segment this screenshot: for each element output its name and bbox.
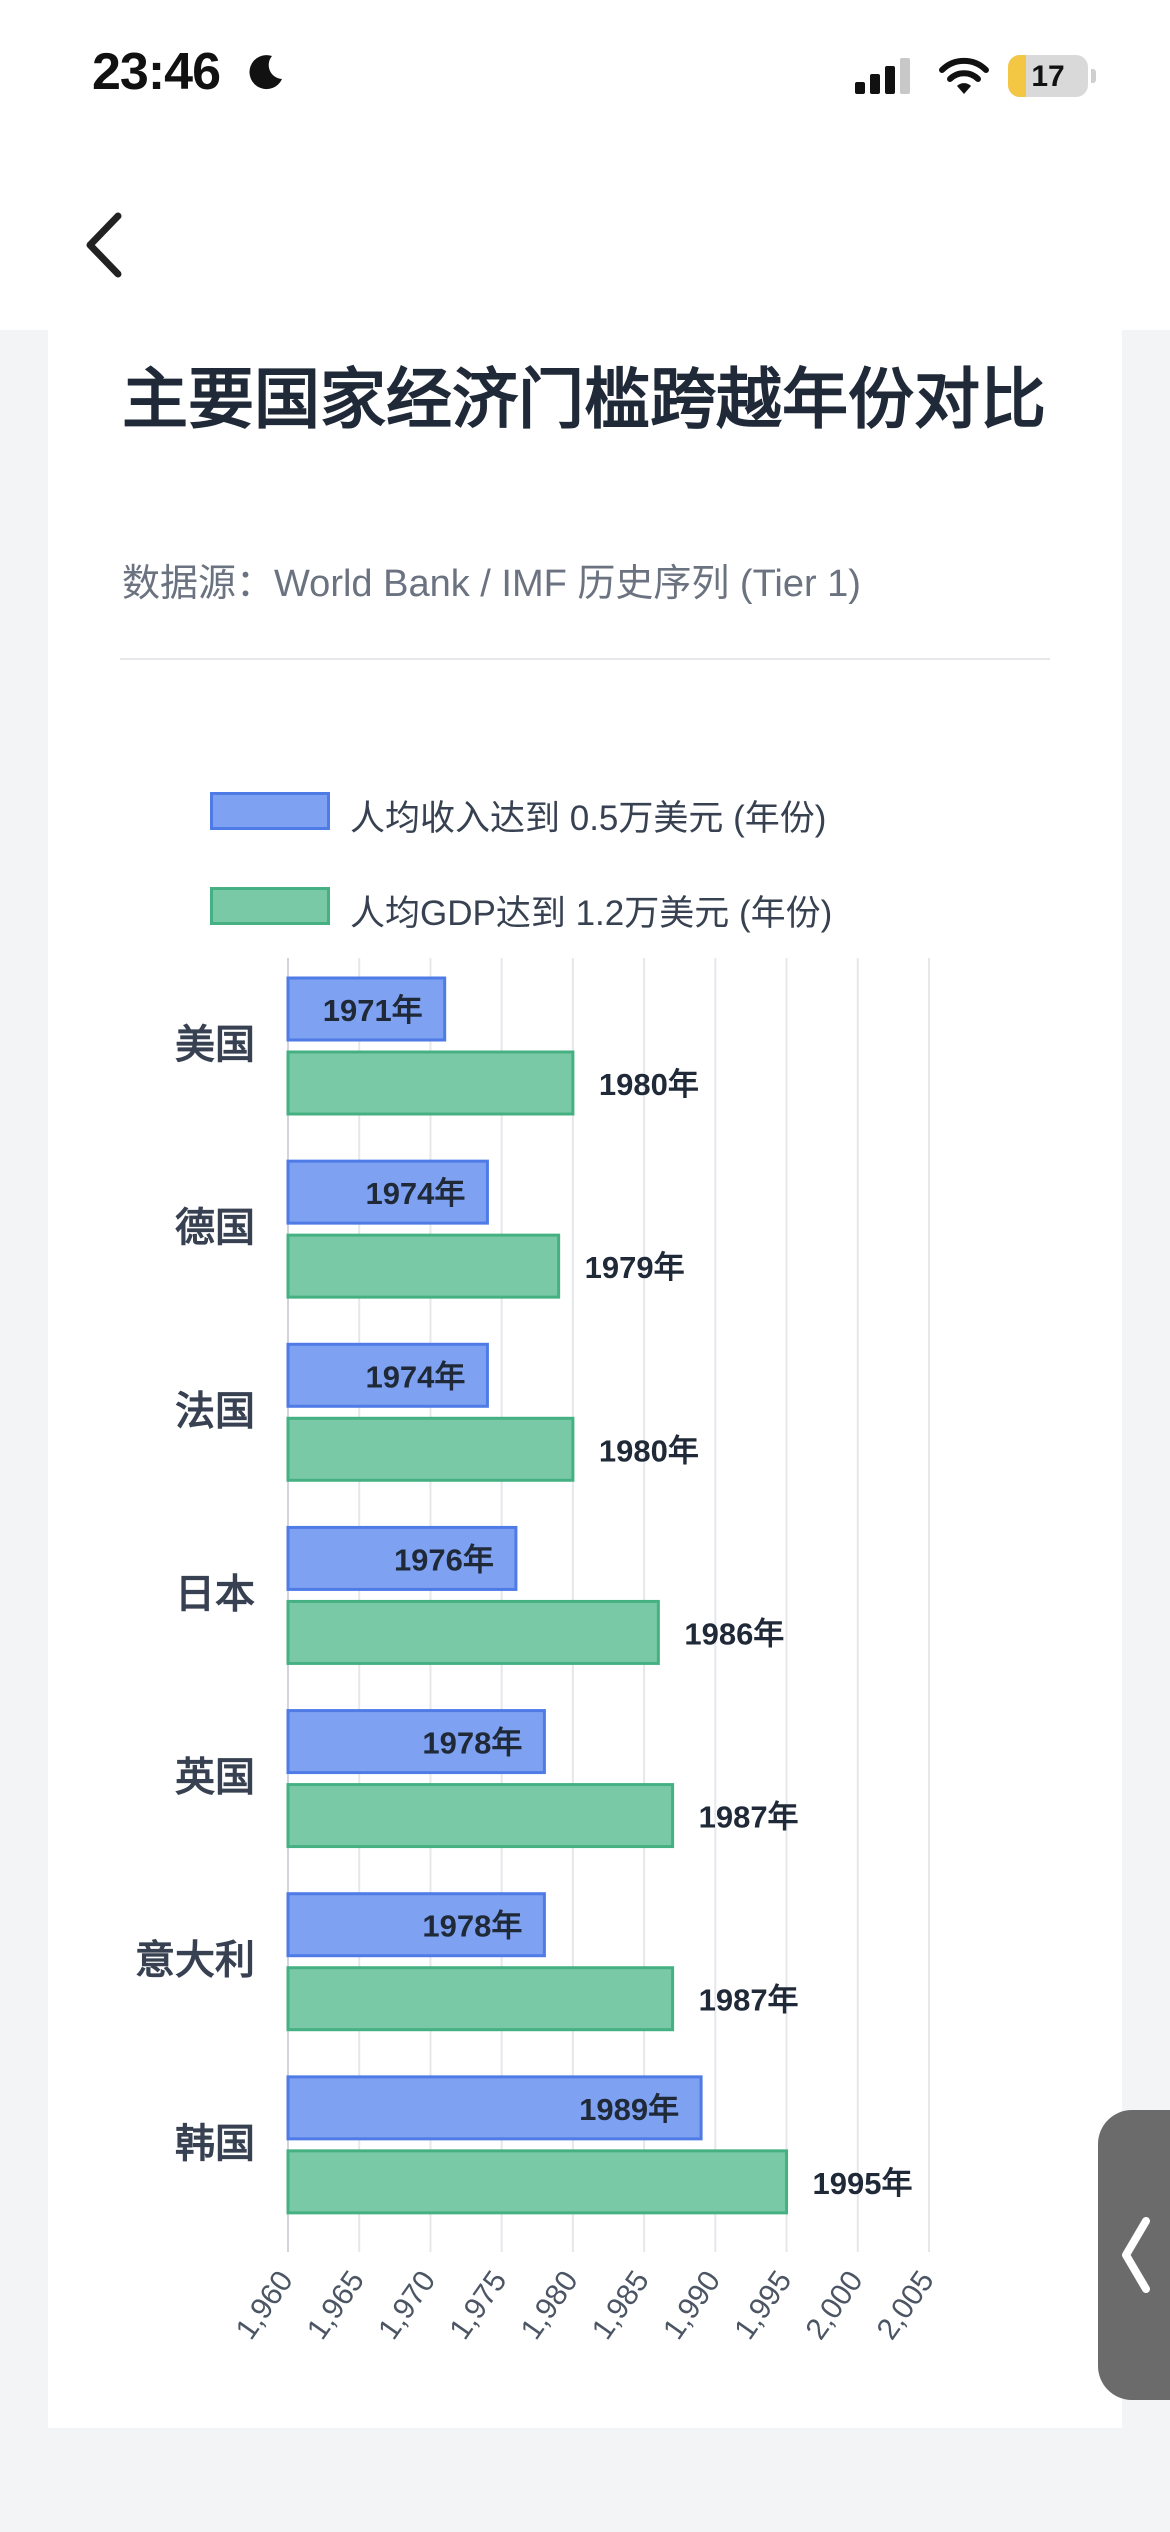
x-tick-label: 1,985 <box>586 2265 656 2345</box>
bar-series1 <box>286 1342 489 1408</box>
bar-series2 <box>286 2149 789 2215</box>
category-label: 英国 <box>175 1756 255 1800</box>
x-tick-label: 1,990 <box>657 2265 727 2345</box>
wifi-icon <box>939 57 989 94</box>
bar-value-label-series1: 1974年 <box>365 1359 465 1394</box>
x-tick-label: 1,995 <box>728 2265 798 2345</box>
bar-series1 <box>286 1159 489 1225</box>
bar-series1 <box>286 2075 703 2141</box>
bar-value-label-series1: 1978年 <box>422 1726 522 1761</box>
category-label: 法国 <box>175 1389 255 1433</box>
bar-value-label-series2: 1987年 <box>699 1983 799 2018</box>
bar-value-label-series2: 1980年 <box>599 1067 699 1102</box>
bar-value-label-series1: 1978年 <box>422 1909 522 1944</box>
x-tick-label: 1,960 <box>230 2265 300 2345</box>
bar-series1 <box>286 976 447 1042</box>
legend-label-series1: 人均收入达到 0.5万美元 (年份) <box>350 799 827 838</box>
bar-series1 <box>286 1892 546 1958</box>
battery-level: 17 <box>1031 60 1065 93</box>
bar-value-label-series2: 1979年 <box>585 1250 685 1285</box>
side-chevron-icon <box>1122 2217 1150 2293</box>
bar-series2 <box>286 1233 561 1299</box>
legend-label-series2: 人均GDP达到 1.2万美元 (年份) <box>350 894 833 933</box>
bar-value-label-series1: 1976年 <box>394 1542 494 1577</box>
x-tick-label: 1,965 <box>301 2265 371 2345</box>
battery-icon: 17 <box>1008 55 1088 97</box>
bar-series2 <box>286 1599 660 1665</box>
bar-series2 <box>286 1050 575 1116</box>
moon-icon <box>249 55 282 90</box>
divider <box>120 658 1050 660</box>
bar-value-label-series2: 1995年 <box>813 2166 913 2201</box>
legend-swatch-series1 <box>210 792 330 830</box>
x-tick-label: 1,980 <box>515 2265 585 2345</box>
bar-chart: 1,960 1,965 1,970 1,975 1,980 1,985 1,990 1,995… <box>135 958 941 2346</box>
status-time: 23:46 <box>92 43 221 101</box>
legend-swatch-series2 <box>210 887 330 925</box>
bar-value-label-series2: 1987年 <box>699 1800 799 1835</box>
category-label: 韩国 <box>175 2122 255 2166</box>
bar-value-label-series2: 1986年 <box>684 1616 784 1651</box>
cellular-signal-icon <box>855 58 910 94</box>
side-drawer-tab[interactable] <box>1098 2110 1170 2400</box>
bar-series1 <box>286 1525 518 1591</box>
bar-series2 <box>286 1783 675 1849</box>
category-label: 日本 <box>175 1572 255 1616</box>
chart-title: 主要国家经济门槛跨越年份对比 <box>122 362 1046 436</box>
x-tick-label: 2,005 <box>871 2265 941 2345</box>
status-bar: 23:46 17 <box>0 0 1170 150</box>
bar-value-label-series1: 1989年 <box>579 2092 679 2127</box>
bar-series2 <box>286 1966 675 2032</box>
bar-series2 <box>286 1416 575 1482</box>
bottom-area <box>0 2428 1170 2532</box>
x-tick-label: 1,970 <box>372 2265 442 2345</box>
back-chevron-icon[interactable] <box>80 210 130 280</box>
x-tick-label: 2,000 <box>799 2265 869 2345</box>
chart-subtitle: 数据源：World Bank / IMF 历史序列 (Tier 1) <box>122 563 861 605</box>
x-tick-label: 1,975 <box>443 2265 513 2345</box>
bar-value-label-series1: 1974年 <box>365 1176 465 1211</box>
category-label: 意大利 <box>135 1939 255 1983</box>
category-label: 德国 <box>175 1206 255 1250</box>
bar-value-label-series1: 1971年 <box>323 993 423 1028</box>
bar-value-label-series2: 1980年 <box>599 1433 699 1468</box>
category-label: 美国 <box>175 1023 255 1067</box>
nav-bar <box>0 150 1170 330</box>
bar-series1 <box>286 1709 546 1775</box>
